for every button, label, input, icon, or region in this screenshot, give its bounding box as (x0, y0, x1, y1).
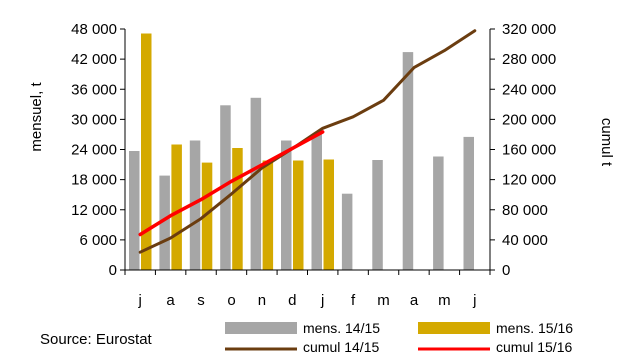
x-tick-label-11: j (472, 292, 476, 309)
y2-tick-label-4: 160 000 (502, 142, 556, 159)
bar-layer (129, 33, 474, 270)
y-tick-label-5: 30 000 (71, 111, 117, 128)
y-tick-label-4: 24 000 (71, 142, 117, 159)
y2-tick-label-6: 240 000 (502, 81, 556, 98)
y2-tick-label-1: 40 000 (502, 232, 548, 249)
tick-labels: 0 6 000 12 000 18 000 24 000 30 000 36 000 42 0… (71, 21, 556, 309)
bar-mens-14-15-4 (250, 97, 262, 270)
y2-tick-label-2: 80 000 (502, 202, 548, 219)
bar-mens-14-15-8 (372, 160, 383, 270)
legend-label-2: cumul 14/15 (303, 339, 379, 355)
bar-mens-14-15-2 (189, 140, 201, 270)
bar-mens-15-16-3 (232, 148, 243, 270)
y-tick-label-2: 12 000 (71, 202, 117, 219)
x-tick-label-1: a (166, 292, 175, 309)
bar-mens-14-15-3 (220, 105, 231, 270)
y2-tick-label-7: 280 000 (502, 51, 556, 68)
y2-tick-label-3: 120 000 (502, 172, 556, 189)
axes (120, 28, 495, 275)
bar-mens-14-15-1 (159, 175, 170, 270)
y2-axis-title: cumul t (598, 118, 615, 167)
bar-mens-15-16-6 (323, 159, 334, 270)
y2-tick-label-8: 320 000 (502, 21, 556, 38)
x-tick-label-10: m (438, 292, 451, 309)
legend: mens. 14/15 mens. 15/16 cumul 14/15 cumul 1… (225, 320, 573, 355)
y-tick-label-0: 0 (109, 262, 117, 279)
bar-mens-14-15-9 (402, 52, 414, 270)
x-tick-label-7: f (351, 292, 356, 309)
x-tick-label-5: d (288, 292, 296, 309)
y-tick-label-1: 6 000 (79, 232, 117, 249)
y-tick-label-3: 18 000 (71, 172, 117, 189)
bar-mens-15-16-4 (262, 160, 274, 270)
x-tick-label-2: s (197, 292, 205, 309)
bar-mens-15-16-1 (171, 144, 182, 270)
y-tick-label-8: 48 000 (71, 21, 117, 38)
line-cumul-15-16 (138, 130, 325, 237)
legend-label-3: cumul 15/16 (496, 339, 572, 355)
line-layer (138, 29, 477, 254)
y2-tick-label-5: 200 000 (502, 111, 556, 128)
x-tick-label-3: o (227, 292, 235, 309)
x-tick-label-0: j (138, 292, 142, 309)
bar-mens-15-16-0 (141, 33, 152, 270)
legend-swatch-0 (225, 322, 297, 334)
y-axis-title: mensuel, t (28, 82, 45, 152)
y-tick-label-6: 36 000 (71, 81, 117, 98)
bar-mens-14-15-11 (463, 136, 474, 270)
bar-mens-14-15-0 (129, 151, 140, 270)
bar-mens-14-15-10 (433, 156, 444, 270)
legend-swatch-1 (418, 322, 490, 334)
legend-label-1: mens. 15/16 (496, 320, 573, 336)
x-tick-label-8: m (377, 292, 390, 309)
bar-mens-15-16-2 (201, 162, 213, 270)
bar-mens-14-15-7 (341, 193, 353, 270)
bar-mens-14-15-5 (281, 140, 292, 270)
legend-label-0: mens. 14/15 (303, 320, 380, 336)
y-tick-label-7: 42 000 (71, 51, 117, 68)
x-tick-label-4: n (258, 292, 266, 309)
x-tick-label-6: j (320, 292, 324, 309)
bar-mens-15-16-5 (293, 160, 304, 270)
x-tick-label-9: a (410, 292, 419, 309)
y2-tick-label-0: 0 (502, 262, 510, 279)
bar-mens-14-15-6 (311, 134, 322, 270)
source-note: Source: Eurostat (40, 331, 153, 348)
